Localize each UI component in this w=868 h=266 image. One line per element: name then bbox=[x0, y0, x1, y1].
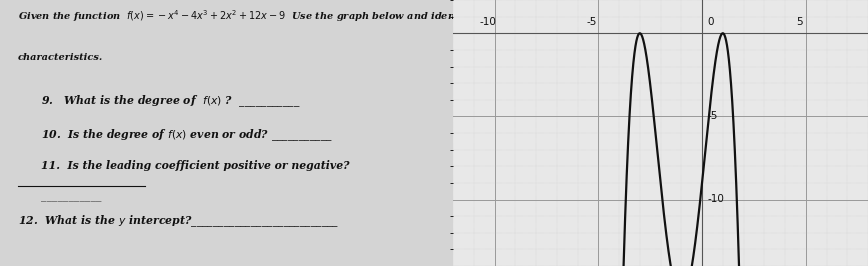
Text: ___________: ___________ bbox=[41, 192, 102, 202]
Text: -5: -5 bbox=[587, 18, 597, 27]
Text: 11.  Is the leading coefficient positive or negative?: 11. Is the leading coefficient positive … bbox=[41, 160, 349, 171]
Text: -10: -10 bbox=[707, 194, 724, 205]
Text: 5: 5 bbox=[796, 18, 803, 27]
Text: 10.  Is the degree of $f(x)$ even or odd? ___________: 10. Is the degree of $f(x)$ even or odd?… bbox=[41, 128, 332, 143]
Text: 9.   What is the degree of  $f(x)$ ?  ___________: 9. What is the degree of $f(x)$ ? ______… bbox=[41, 93, 300, 109]
Text: -5: -5 bbox=[707, 111, 718, 121]
Text: characteristics.: characteristics. bbox=[18, 53, 103, 62]
Text: -10: -10 bbox=[480, 18, 496, 27]
Text: Given the function  $f(x) = -x^4 - 4x^3 + 2x^2 + 12x - 9$  Use the graph below a: Given the function $f(x) = -x^4 - 4x^3 +… bbox=[18, 8, 572, 24]
Text: 12.  What is the $y$ intercept?___________________________: 12. What is the $y$ intercept?__________… bbox=[18, 213, 339, 228]
Text: 0: 0 bbox=[707, 18, 713, 27]
